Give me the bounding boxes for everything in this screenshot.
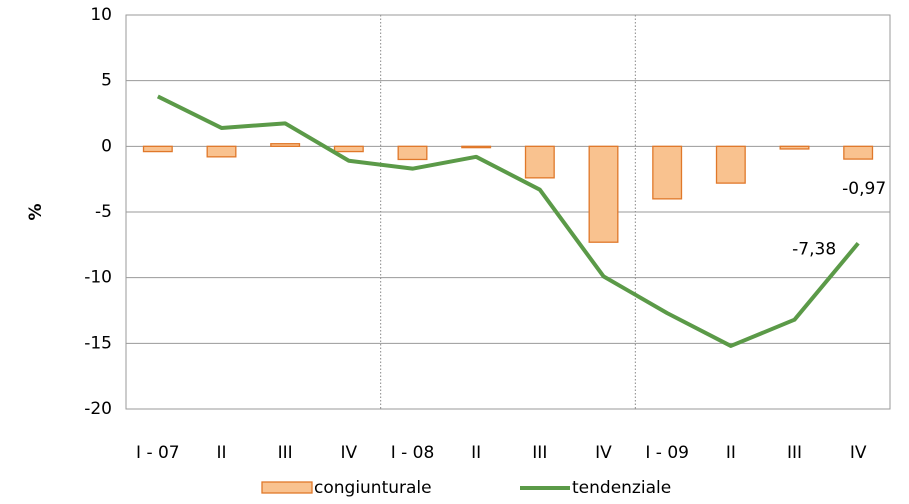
x-tick-label: I - 08 (391, 443, 435, 463)
line (156, 94, 860, 348)
x-tick-label: I - 09 (645, 443, 689, 463)
y-axis-label: % (26, 203, 46, 220)
plot-border (125, 14, 891, 410)
bar (779, 145, 810, 150)
x-tick-label: II (471, 443, 481, 463)
legend-label: tendenziale (572, 478, 671, 498)
x-tick-label: III (532, 443, 547, 463)
bar (270, 143, 301, 147)
x-tick-label: IV (595, 443, 612, 463)
y-tick-label: -10 (84, 268, 112, 288)
bar (397, 145, 428, 161)
y-tick-label: -15 (84, 333, 112, 353)
bar (715, 145, 746, 184)
bar (206, 145, 237, 158)
x-tick-label: IV (341, 443, 358, 463)
y-tick-label: 10 (90, 5, 112, 25)
y-tick-label: -20 (84, 399, 112, 419)
legend-swatch (261, 481, 313, 494)
bar (843, 145, 874, 160)
y-tick-label: 0 (101, 136, 112, 156)
bar (333, 145, 364, 153)
legend-label: congiunturale (314, 478, 432, 498)
bar (461, 145, 492, 149)
bar (652, 145, 683, 200)
x-tick-label: I - 07 (136, 443, 180, 463)
y-tick-label: -5 (95, 202, 112, 222)
data-label: -7,38 (792, 239, 836, 259)
bar (142, 145, 173, 153)
bar (588, 145, 619, 243)
x-tick-label: III (278, 443, 293, 463)
data-label: -0,97 (842, 179, 886, 199)
bar (524, 145, 555, 179)
x-tick-label: IV (850, 443, 867, 463)
x-tick-label: II (726, 443, 736, 463)
y-tick-label: 5 (101, 71, 112, 91)
x-tick-label: III (787, 443, 802, 463)
x-tick-label: II (216, 443, 226, 463)
